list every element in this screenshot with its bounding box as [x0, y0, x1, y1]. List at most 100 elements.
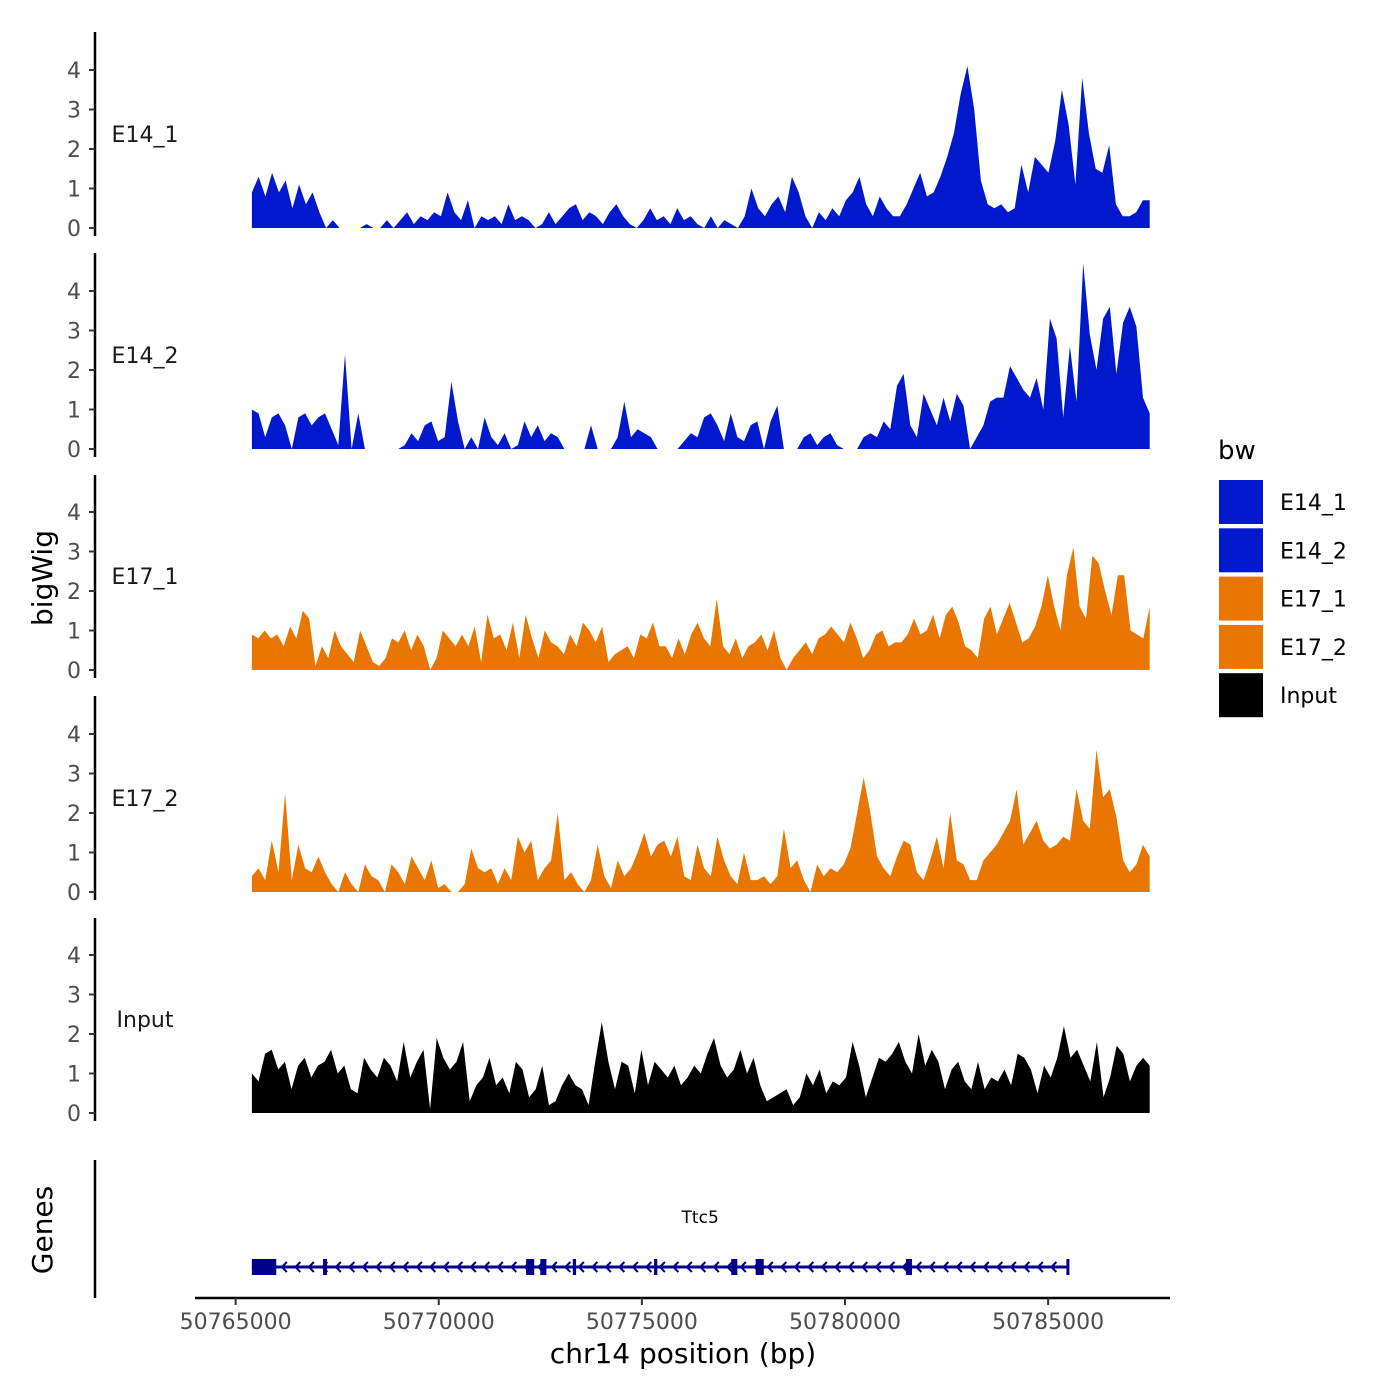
strand-arrow	[347, 1261, 356, 1273]
y-tick-label: 0	[67, 881, 81, 906]
y-tick-label: 3	[67, 320, 81, 345]
strand-arrow	[1036, 1261, 1044, 1273]
strand-arrow	[928, 1261, 936, 1273]
x-tick-label: 50775000	[586, 1310, 698, 1335]
legend-title: bw	[1218, 436, 1256, 466]
track-e14-1: 0 1 2 3 4 E14_1	[67, 32, 1150, 242]
x-tick-label: 50765000	[180, 1310, 292, 1335]
y-tick-label: 1	[67, 1063, 81, 1088]
track-label: E14_1	[112, 123, 179, 148]
y-tick-label: 2	[67, 580, 81, 605]
gene-exon	[540, 1259, 547, 1275]
x-axis-title: chr14 position (bp)	[550, 1337, 816, 1370]
y-tick-label: 0	[67, 217, 81, 242]
strand-arrow	[793, 1261, 801, 1273]
track-label: E17_1	[112, 565, 179, 590]
signal-area	[251, 66, 1150, 228]
strand-arrow	[293, 1261, 302, 1273]
strand-arrow	[779, 1261, 788, 1273]
y-tick-label: 1	[67, 842, 81, 867]
strand-arrow	[455, 1261, 464, 1273]
strand-arrow	[442, 1261, 450, 1273]
strand-arrow	[1049, 1261, 1058, 1273]
y-tick-label: 1	[67, 399, 81, 424]
x-tick-label: 50780000	[789, 1310, 901, 1335]
gene-exon	[755, 1259, 764, 1275]
y-tick-label: 3	[67, 763, 81, 788]
y-tick-label: 3	[67, 99, 81, 124]
legend-label: E17_2	[1280, 636, 1347, 661]
strand-arrow	[361, 1261, 369, 1273]
strand-arrow	[388, 1261, 396, 1273]
y-tick-label: 1	[67, 178, 81, 203]
x-axis: 50765000 50770000 50775000 50780000 50785000	[180, 1296, 1170, 1335]
y-tick-label: 4	[67, 723, 81, 748]
signal-area	[251, 749, 1150, 892]
strand-arrow	[401, 1261, 410, 1273]
y-tick-label: 2	[67, 1023, 81, 1048]
strand-arrow	[428, 1261, 437, 1273]
y-tick-label: 2	[67, 359, 81, 384]
strand-arrow	[617, 1261, 626, 1273]
signal-tracks: 0 1 2 3 4 E14_1 0 1 2 3 4 E14_2 0 1 2 3 4 E17_1 0 1 2 3 4 E17_2…	[67, 32, 1150, 1127]
strand-arrow	[685, 1261, 693, 1273]
strand-arrow	[469, 1261, 477, 1273]
y-tick-label: 1	[67, 620, 81, 645]
strand-arrow	[644, 1261, 653, 1273]
strand-arrow	[874, 1261, 882, 1273]
gene-panel: Ttc5	[93, 1160, 1070, 1298]
strand-arrow	[725, 1261, 734, 1273]
strand-arrow	[982, 1261, 990, 1273]
y-tick-label: 3	[67, 984, 81, 1009]
y-tick-label: 0	[67, 659, 81, 684]
track-e17-1: 0 1 2 3 4 E17_1	[67, 475, 1150, 684]
track-e17-2: 0 1 2 3 4 E17_2	[67, 696, 1150, 906]
track-input: 0 1 2 3 4 Input	[67, 918, 1150, 1127]
x-tick-label: 50770000	[383, 1310, 495, 1335]
gene-exon	[572, 1259, 577, 1275]
y-tick-label: 4	[67, 501, 81, 526]
signal-area	[251, 547, 1150, 670]
strand-arrow	[563, 1261, 572, 1273]
strand-arrow	[631, 1261, 639, 1273]
strand-arrow	[374, 1261, 383, 1273]
gene-exon	[322, 1259, 328, 1275]
legend-swatch	[1219, 673, 1263, 718]
gene-exon	[1066, 1259, 1070, 1275]
strand-arrow	[280, 1261, 288, 1273]
signal-area	[251, 1022, 1150, 1113]
legend-label: Input	[1280, 684, 1337, 709]
strand-arrow	[577, 1261, 585, 1273]
y-tick-label: 2	[67, 802, 81, 827]
gene-exon	[905, 1259, 913, 1275]
track-label: Input	[117, 1008, 174, 1033]
strand-arrow	[698, 1261, 707, 1273]
strand-arrow	[482, 1261, 491, 1273]
strand-arrow	[995, 1261, 1004, 1273]
strand-arrow	[806, 1261, 815, 1273]
y-tick-label: 4	[67, 944, 81, 969]
strand-arrow	[307, 1261, 315, 1273]
strand-arrow	[860, 1261, 869, 1273]
strand-arrow	[887, 1261, 896, 1273]
y-tick-label: 4	[67, 59, 81, 84]
legend-swatch	[1219, 624, 1263, 669]
legend-swatch	[1219, 576, 1263, 621]
legend: bw E14_1 E14_2 E17_1 E17_2 Input	[1218, 436, 1347, 718]
strand-arrow	[712, 1261, 720, 1273]
y-tick-label: 3	[67, 541, 81, 566]
strand-arrow	[671, 1261, 680, 1273]
strand-arrow	[847, 1261, 855, 1273]
strand-arrow	[914, 1261, 923, 1273]
strand-arrow	[1022, 1261, 1031, 1273]
gene-exon	[251, 1259, 277, 1275]
strand-arrow	[1009, 1261, 1017, 1273]
y-tick-label: 4	[67, 280, 81, 305]
x-tick-label: 50785000	[992, 1310, 1104, 1335]
signal-area	[251, 263, 1150, 449]
track-label: E17_2	[112, 787, 179, 812]
y-tick-label: 2	[67, 138, 81, 163]
strand-arrow	[590, 1261, 599, 1273]
strand-arrow	[968, 1261, 977, 1273]
